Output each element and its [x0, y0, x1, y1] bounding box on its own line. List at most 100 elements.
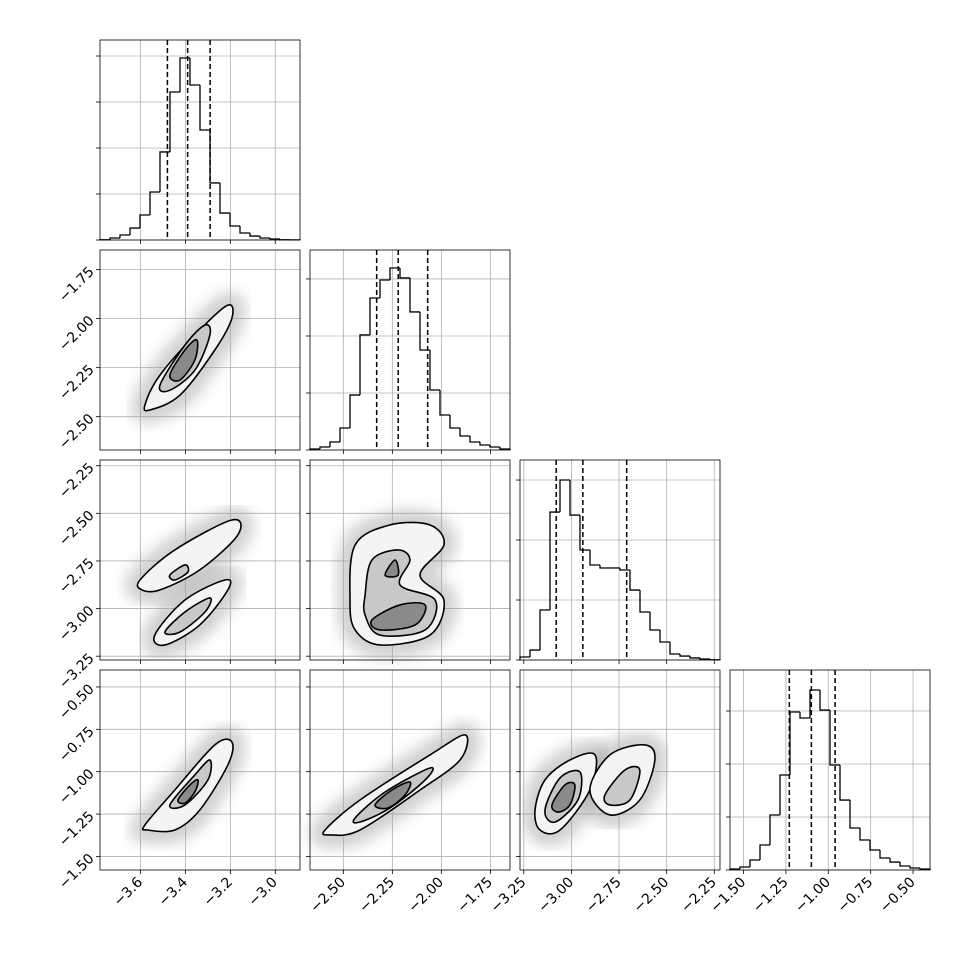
histogram-bin: [139, 214, 150, 229]
histogram-bin: [329, 441, 340, 448]
histogram-bin: [229, 213, 240, 227]
x-tick-label: −2.00: [405, 874, 447, 916]
x-tick-label: −3.25: [488, 874, 530, 916]
histogram-bin: [759, 844, 770, 861]
contour: [603, 765, 641, 807]
histogram-bin: [349, 394, 360, 428]
histogram-bin: [129, 227, 140, 236]
histogram-bin: [359, 334, 370, 396]
x-tick-label: −2.50: [631, 874, 673, 916]
histogram-bin: [419, 311, 430, 351]
histogram-bin: [659, 630, 670, 643]
histogram-bin: [429, 350, 440, 391]
histogram-bin: [749, 859, 760, 868]
panel-frame: [729, 669, 931, 871]
y-tick-label: −0.75: [56, 724, 98, 766]
histogram-bin: [449, 414, 460, 429]
histogram-bin: [909, 865, 920, 869]
contour: [168, 564, 190, 581]
y-tick-label: −1.25: [56, 808, 98, 850]
y-tick-label: −1.50: [56, 851, 98, 893]
histogram-bin: [369, 297, 380, 335]
x-tick-label: −1.00: [792, 874, 834, 916]
histogram-bin: [879, 849, 890, 859]
x-tick-label: −3.4: [156, 874, 191, 909]
contour: [169, 338, 199, 382]
histogram-bin: [239, 226, 250, 234]
histogram-bin: [829, 710, 840, 766]
y-tick-label: −2.75: [56, 555, 98, 597]
y-tick-label: −3.25: [56, 651, 98, 693]
histogram-bin: [859, 828, 870, 841]
histogram-bin: [189, 58, 200, 86]
histogram-bin: [119, 234, 130, 238]
histogram-bin: [819, 690, 830, 711]
histogram-bin: [889, 858, 900, 863]
histogram-bin: [669, 642, 680, 655]
x-tick-label: −1.75: [454, 874, 496, 916]
histogram-bin: [699, 657, 710, 660]
histogram-bin: [649, 612, 660, 631]
contour: [374, 781, 412, 810]
histogram-bin: [149, 191, 160, 215]
histogram-bin: [219, 182, 230, 214]
histogram-bin: [559, 479, 570, 513]
x-tick-label: −2.75: [583, 874, 625, 916]
contour: [164, 597, 213, 636]
histogram-bin: [319, 446, 330, 449]
histogram-bin: [159, 151, 170, 192]
y-tick-label: −2.25: [56, 460, 98, 502]
histogram-bin: [539, 609, 550, 651]
contour: [384, 559, 400, 578]
histogram-bin: [209, 129, 220, 184]
x-tick-label: −2.50: [307, 874, 349, 916]
histogram-bin: [789, 711, 800, 776]
histogram-bin: [519, 656, 530, 660]
contour: [370, 601, 427, 631]
histogram-bin: [849, 800, 860, 829]
panel-frame: [99, 459, 301, 661]
y-tick-label: −1.75: [56, 264, 98, 306]
contour: [177, 778, 199, 805]
x-tick-label: −3.2: [201, 874, 236, 909]
histogram-bin: [469, 435, 480, 443]
histogram-bin: [179, 57, 190, 92]
histogram-bin: [409, 277, 420, 313]
x-tick-label: −3.0: [246, 874, 281, 909]
x-tick-label: −2.25: [356, 874, 398, 916]
histogram-bin: [869, 840, 880, 851]
histogram-bin: [459, 427, 470, 437]
histogram-bin: [249, 233, 260, 237]
histogram-bin: [629, 570, 640, 591]
y-tick-label: −2.25: [56, 362, 98, 404]
x-tick-label: −0.50: [877, 874, 919, 916]
panel-frame: [309, 669, 511, 871]
y-tick-label: −2.50: [56, 508, 98, 550]
x-tick-label: −0.75: [835, 874, 877, 916]
histogram-bin: [579, 515, 590, 551]
histogram-bin: [529, 649, 540, 658]
y-tick-label: −1.00: [56, 766, 98, 808]
panel-frame: [99, 39, 301, 241]
y-tick-label: −3.00: [56, 603, 98, 645]
histogram-bin: [399, 268, 410, 279]
x-tick-label: −3.6: [111, 874, 146, 909]
histogram-bin: [739, 866, 750, 870]
histogram-bin: [619, 567, 630, 571]
panel-frame: [519, 669, 721, 871]
histogram-bin: [479, 442, 490, 446]
contour: [551, 781, 576, 813]
histogram-bin: [809, 689, 820, 719]
histogram-bin: [439, 390, 450, 416]
histogram-bin: [339, 427, 350, 443]
histogram-bin: [269, 237, 280, 240]
histogram-bin: [259, 236, 270, 239]
histogram-bin: [199, 84, 210, 131]
histogram-bin: [499, 447, 511, 450]
histogram-bin: [899, 862, 910, 867]
histogram-bin: [779, 774, 790, 815]
x-tick-label: −1.25: [750, 874, 792, 916]
panel-frame: [519, 459, 721, 661]
histogram-bin: [839, 764, 850, 801]
